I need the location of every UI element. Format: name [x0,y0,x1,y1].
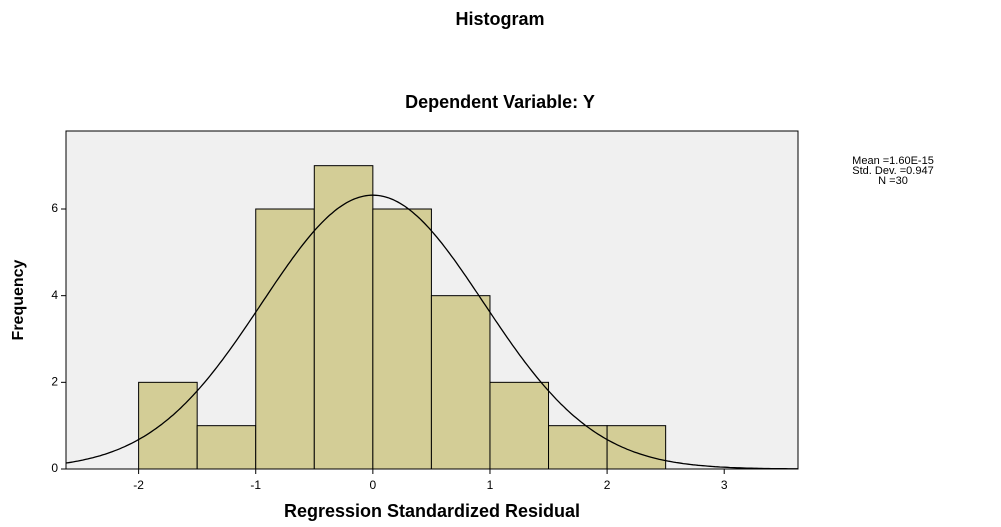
y-tick-label: 0 [51,461,58,475]
page: {"chart_data": { "type": "histogram", "t… [0,0,1001,527]
bar [373,209,432,469]
x-tick-label: 3 [721,478,728,492]
stat-label: N =30 [878,175,908,187]
bar [549,426,608,469]
y-tick-label: 4 [51,288,58,302]
bar [139,382,198,469]
x-tick-label: 0 [370,478,377,492]
bar [197,426,256,469]
y-tick-label: 6 [51,201,58,215]
bar [431,296,490,469]
y-axis-label: Frequency [10,259,27,340]
x-tick-label: 1 [487,478,494,492]
bar [256,209,315,469]
x-tick-label: -2 [133,478,144,492]
x-tick-label: -1 [250,478,261,492]
chart-title: Histogram [455,9,544,29]
bar [314,166,373,469]
bar [607,426,666,469]
chart: Histogram Dependent Variable: Y Regressi… [0,0,1001,527]
bar [490,382,549,469]
x-axis-label: Regression Standardized Residual [284,501,580,521]
x-tick-label: 2 [604,478,611,492]
chart-subtitle: Dependent Variable: Y [405,92,595,112]
y-tick-label: 2 [51,375,58,389]
